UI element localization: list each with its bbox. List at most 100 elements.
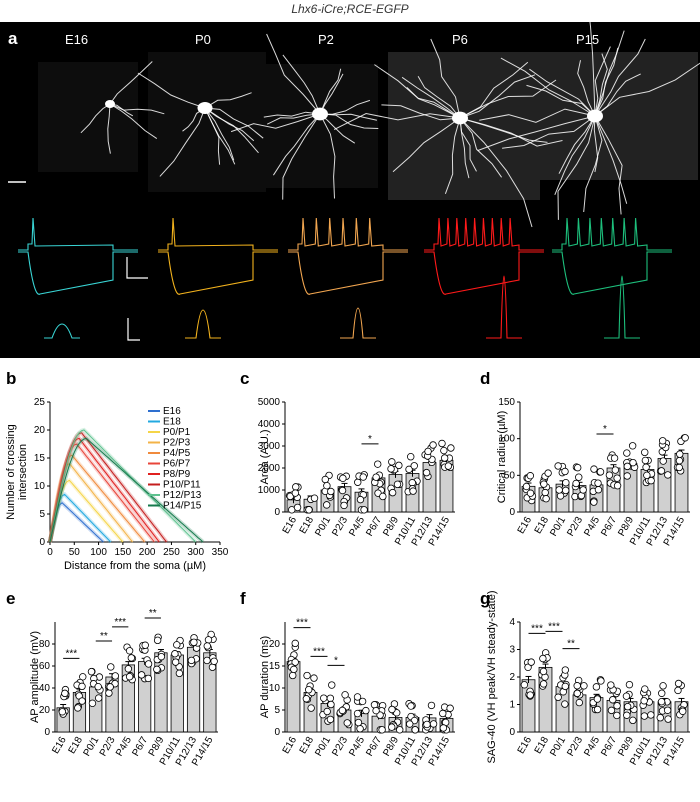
point-d-8: [659, 457, 667, 465]
dendrite-4-8: [583, 115, 603, 213]
age-label-p15: P15: [576, 32, 599, 47]
point-d-5: [611, 466, 620, 474]
point-d-2: [561, 486, 570, 495]
point-g-6: [622, 692, 631, 700]
point-d-7: [643, 471, 651, 480]
panel-f-label: f: [240, 589, 246, 608]
y-axis-title-b: intersection: [17, 444, 29, 500]
series-line-9: [49, 437, 204, 543]
point-g-2: [554, 693, 562, 701]
sig-text-g-2: **: [567, 639, 575, 650]
point-f-4: [353, 693, 362, 701]
point-e-7: [171, 658, 180, 666]
dendrite-3-12: [401, 76, 461, 119]
dendrite-2-12: [319, 73, 344, 115]
point-d-3: [574, 463, 582, 472]
point-f-4: [353, 709, 362, 718]
dendrite-3-11: [333, 112, 461, 130]
scale-bar-trace: [126, 257, 148, 279]
dendrite-3-16: [430, 38, 461, 119]
soma-4: [587, 109, 603, 123]
panel-g-label: g: [480, 589, 490, 608]
hyperpol-trace-3: [424, 251, 544, 295]
point-d-8: [664, 471, 672, 479]
point-d-3: [575, 473, 583, 481]
legend-label-0: E16: [163, 406, 181, 417]
point-d-2: [555, 486, 563, 494]
dendrite-4-3: [594, 115, 623, 215]
dendrite-4-20: [500, 57, 596, 117]
point-d-4: [590, 498, 598, 506]
point-c-6: [395, 461, 403, 470]
dendrite-3-10: [406, 87, 461, 119]
y-tick-label-f: 20: [269, 639, 281, 650]
point-f-5: [378, 726, 386, 734]
point-f-3: [343, 719, 351, 727]
legend-label-6: P8/P9: [163, 469, 191, 480]
point-f-1: [303, 671, 311, 680]
dendrite-2-3: [266, 33, 321, 115]
sig-text-f-1: ***: [313, 646, 325, 657]
point-c-9: [440, 454, 449, 462]
ap-train-1: [158, 217, 278, 251]
point-g-5: [613, 711, 621, 720]
point-g-1: [539, 667, 548, 676]
micrograph-bg-2: [262, 64, 378, 188]
legend-label-1: E18: [163, 417, 181, 428]
point-e-3: [105, 689, 113, 697]
point-d-6: [623, 472, 631, 480]
point-g-3: [575, 698, 584, 707]
micrograph-bg-0: [38, 62, 138, 172]
point-e-4: [127, 654, 136, 662]
x-tick-label-d: P6/7: [599, 515, 619, 539]
x-tick-label-g: P2/3: [565, 735, 585, 759]
point-c-4: [356, 495, 365, 504]
point-e-2: [88, 699, 97, 708]
x-tick-label-e: P0/1: [82, 735, 102, 759]
point-e-9: [203, 642, 211, 650]
soma-1: [197, 102, 213, 114]
point-f-0: [290, 665, 298, 674]
soma-2: [312, 107, 328, 121]
point-f-6: [388, 705, 396, 714]
y-tick-label-d: 100: [498, 434, 515, 445]
hyperpol-trace-1: [158, 251, 278, 295]
point-d-4: [594, 486, 603, 494]
dendrite-3-15: [381, 104, 461, 121]
point-e-4: [124, 665, 133, 673]
point-c-1: [305, 506, 313, 514]
dendrite-1-0: [204, 107, 259, 154]
point-c-6: [388, 458, 396, 466]
point-f-2: [326, 694, 335, 702]
point-d-5: [605, 471, 614, 479]
point-g-4: [593, 705, 602, 714]
point-d-6: [628, 442, 637, 450]
point-e-7: [173, 641, 181, 649]
x-tick-label-b: 300: [187, 547, 204, 558]
point-g-3: [580, 682, 588, 690]
dendrite-3-9: [444, 117, 461, 194]
point-f-4: [358, 697, 367, 706]
dendrite-1-8: [204, 92, 252, 109]
age-label-p0: P0: [195, 32, 211, 47]
point-d-8: [658, 437, 667, 445]
point-e-0: [58, 708, 67, 716]
soma-0: [105, 100, 115, 108]
figure-title: Lhx6-iCre;RCE-EGFP: [291, 2, 409, 16]
y-tick-label-g: 3: [509, 645, 515, 656]
point-f-8: [429, 720, 438, 728]
series-line-0: [49, 502, 104, 543]
point-g-8: [663, 706, 672, 714]
point-g-4: [597, 677, 605, 685]
point-e-3: [111, 672, 119, 680]
point-d-8: [657, 467, 666, 475]
point-g-8: [659, 682, 667, 690]
dendrite-4-6: [594, 30, 625, 117]
x-tick-label-g: P0/1: [548, 735, 568, 759]
legend-label-7: P10/P11: [163, 480, 201, 491]
point-d-0: [526, 472, 535, 480]
x-tick-label-c: P2/3: [330, 515, 350, 539]
point-f-1: [302, 695, 311, 703]
ap-train-3: [424, 217, 544, 251]
